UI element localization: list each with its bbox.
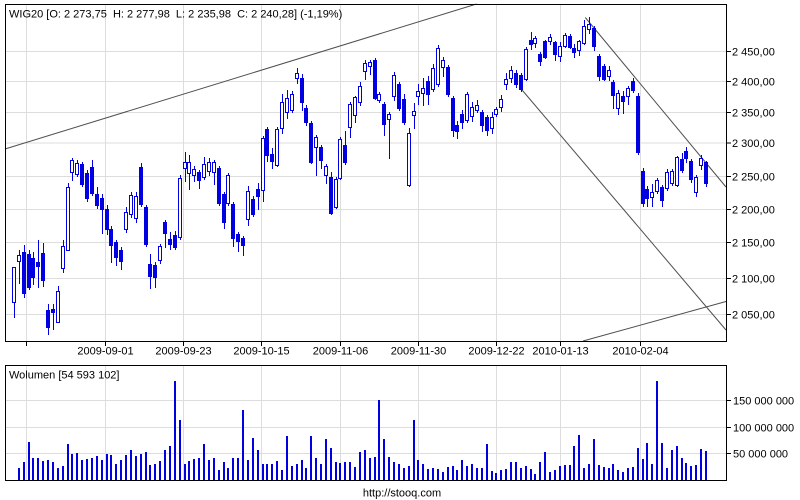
- svg-text:2 400,00: 2 400,00: [732, 77, 775, 89]
- svg-text:2010-01-13: 2010-01-13: [532, 346, 588, 358]
- svg-text:2009-12-22: 2009-12-22: [468, 346, 524, 358]
- svg-text:2 150,00: 2 150,00: [732, 238, 775, 250]
- svg-text:Wolumen [54 593 102]: Wolumen [54 593 102]: [9, 370, 119, 382]
- svg-text:2009-11-30: 2009-11-30: [391, 346, 446, 358]
- svg-text:http://stooq.com: http://stooq.com: [363, 488, 441, 500]
- svg-text:2 250,00: 2 250,00: [732, 172, 775, 184]
- svg-text:2 350,00: 2 350,00: [732, 108, 775, 120]
- svg-text:2 100,00: 2 100,00: [732, 274, 775, 286]
- svg-text:50 000 000: 50 000 000: [733, 449, 788, 461]
- svg-text:2010-02-04: 2010-02-04: [612, 346, 668, 358]
- svg-text:100 000 000: 100 000 000: [733, 423, 794, 435]
- svg-text:2009-11-06: 2009-11-06: [313, 346, 368, 358]
- svg-text:2009-09-01: 2009-09-01: [77, 346, 133, 358]
- svg-text:2009-10-15: 2009-10-15: [233, 346, 289, 358]
- svg-text:2 450,00: 2 450,00: [732, 47, 775, 59]
- svg-text:2 200,00: 2 200,00: [732, 205, 775, 217]
- svg-text:2 300,00: 2 300,00: [732, 138, 775, 150]
- svg-text:WIG20 [O: 2 273,75 H: 2 277,9: WIG20 [O: 2 273,75 H: 2 277,98 L: 2 235,…: [9, 9, 342, 21]
- svg-text:150 000 000: 150 000 000: [733, 396, 794, 408]
- svg-text:2009-09-23: 2009-09-23: [155, 346, 211, 358]
- svg-text:2 050,00: 2 050,00: [732, 310, 775, 322]
